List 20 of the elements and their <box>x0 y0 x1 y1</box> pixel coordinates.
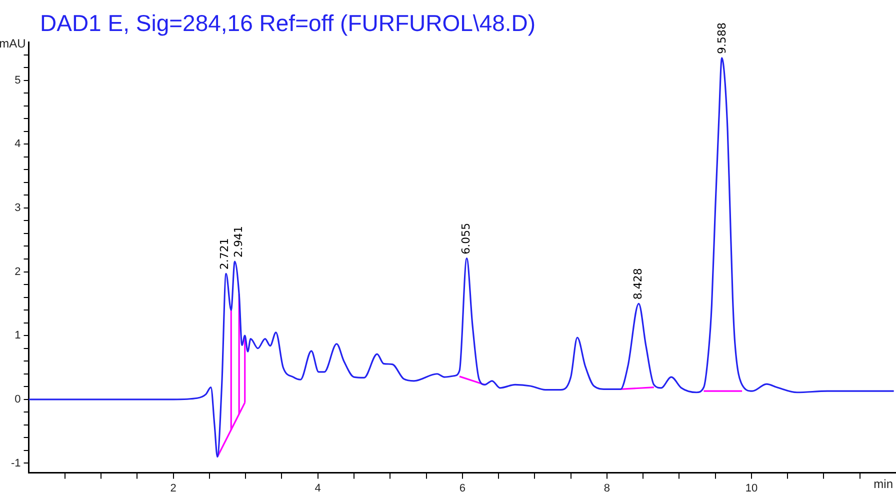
y-tick-label: 3 <box>14 202 21 214</box>
y-axis-title: mAU <box>0 36 26 50</box>
annotation: 8.428 <box>632 268 645 300</box>
x-tick-label: 4 <box>314 482 321 494</box>
y-tick-label: -1 <box>11 457 21 470</box>
y-tick-label: 2 <box>14 266 21 278</box>
x-tick-label: 6 <box>459 482 466 494</box>
x-axis-title: min <box>874 477 893 492</box>
y-tick-label: 0 <box>14 393 21 406</box>
annotation: 9.588 <box>715 22 728 54</box>
x-tick-label: 10 <box>745 482 758 494</box>
annotation: 6.055 <box>460 222 473 254</box>
y-tick-label: 4 <box>14 138 21 150</box>
y-tick-label: 5 <box>14 74 21 86</box>
chart-title: DAD1 E, Sig=284,16 Ref=off (FURFUROL\48.D) <box>40 10 536 37</box>
x-tick-label: 2 <box>170 482 176 494</box>
annotation: 2.721 <box>218 238 232 270</box>
annotation: 2.941 <box>232 226 245 258</box>
x-tick-label: 8 <box>604 482 610 494</box>
y-tick-label: 1 <box>14 330 21 342</box>
